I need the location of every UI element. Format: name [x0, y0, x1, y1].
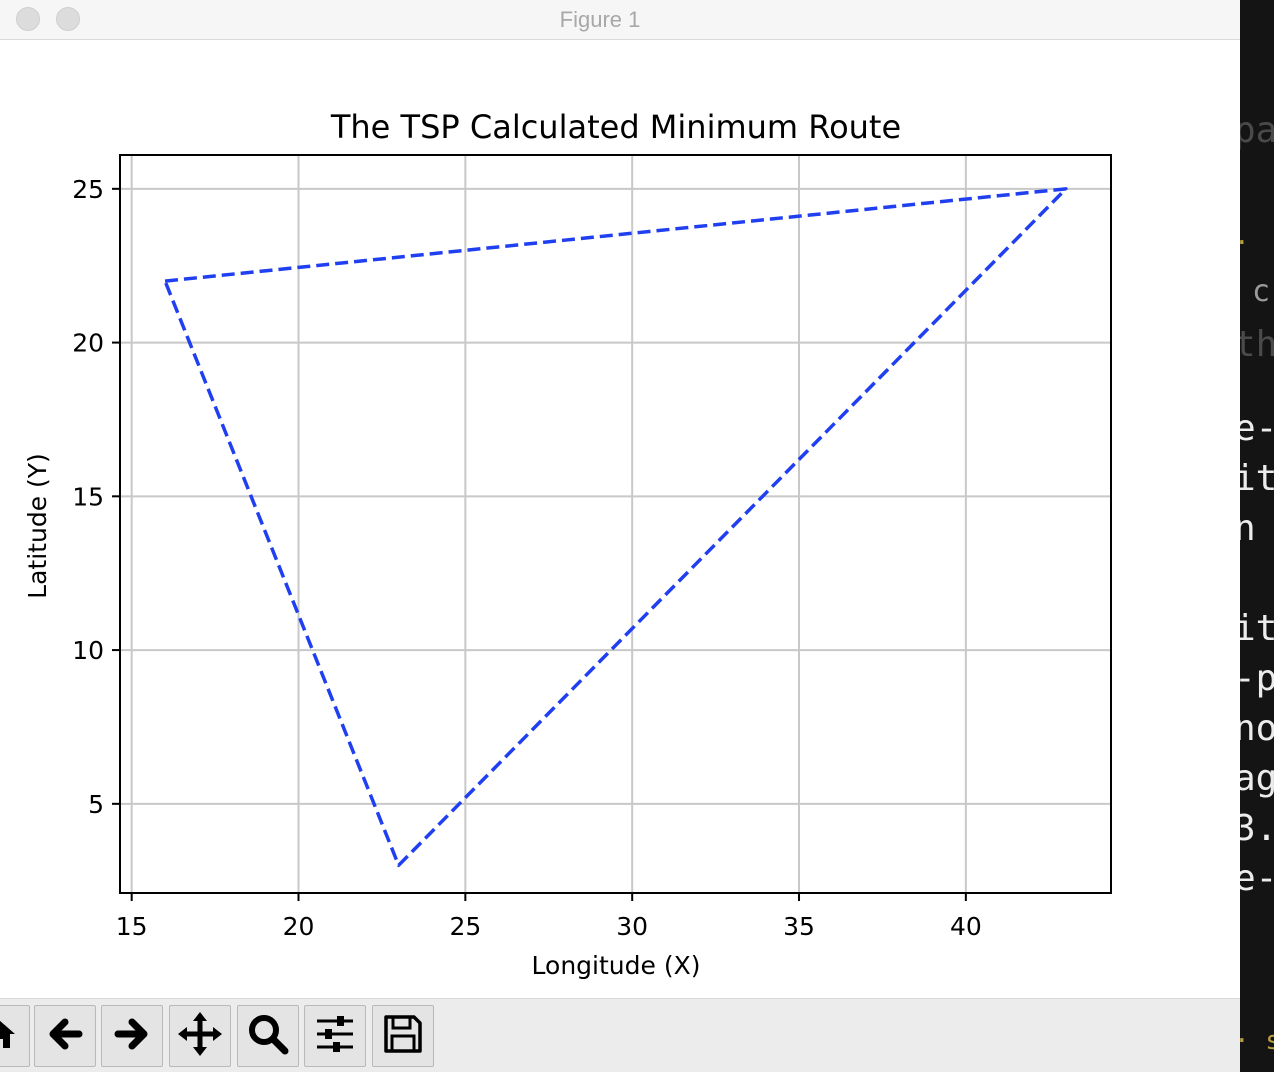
- terminal-line: -p: [1240, 658, 1274, 699]
- window-title: Figure 1: [559, 7, 641, 32]
- figure-window: Figure 1 15 20 25 30 35 40 5 10 15 20 25 The TSP C…: [0, 0, 1240, 1072]
- y-tick-label: 15: [72, 482, 104, 511]
- arrow-left-icon: [43, 1012, 87, 1060]
- navigation-toolbar: [0, 998, 1240, 1072]
- terminal-line: it: [1240, 458, 1274, 499]
- terminal-line: n: [1240, 508, 1256, 549]
- x-tick-label: 20: [283, 912, 315, 941]
- y-tick-label: 25: [72, 175, 104, 204]
- route-line: [163, 187, 1068, 868]
- terminal-line: pa: [1240, 110, 1274, 151]
- minimize-window-button[interactable]: [56, 7, 80, 31]
- axis-ticks: 15 20 25 30 35 40 5 10 15 20 25: [72, 175, 982, 941]
- move-icon: [176, 1010, 224, 1062]
- magnifier-icon: [245, 1011, 291, 1061]
- save-button[interactable]: [372, 1005, 434, 1067]
- x-tick-label: 40: [950, 912, 982, 941]
- x-tick-label: 25: [449, 912, 481, 941]
- terminal-line: it: [1240, 608, 1274, 649]
- chart: 15 20 25 30 35 40 5 10 15 20 25 The TSP Calculated…: [23, 108, 1112, 980]
- chart-title: The TSP Calculated Minimum Route: [330, 108, 901, 146]
- terminal-line: no: [1240, 708, 1274, 749]
- terminal-line: e-: [1240, 408, 1274, 449]
- route-series-line: [163, 187, 1068, 868]
- y-tick-label: 20: [72, 329, 104, 358]
- terminal-line: ·: [1240, 228, 1250, 258]
- pan-button[interactable]: [169, 1005, 231, 1067]
- terminal-window: pa c th e- it n it -p no ag 3. e- · · s: [1240, 0, 1274, 1072]
- terminal-line: 3.: [1240, 808, 1274, 849]
- x-tick-label: 15: [116, 912, 148, 941]
- y-axis-label: Latitude (Y): [23, 453, 52, 599]
- back-button[interactable]: [34, 1005, 96, 1067]
- home-icon: [0, 1014, 19, 1058]
- home-button[interactable]: [0, 1005, 30, 1067]
- terminal-line: c: [1252, 274, 1271, 309]
- grid-lines: [120, 155, 1111, 893]
- forward-button[interactable]: [101, 1005, 163, 1067]
- configure-subplots-button[interactable]: [304, 1005, 366, 1067]
- figure-canvas: 15 20 25 30 35 40 5 10 15 20 25 The TSP Calculated…: [0, 40, 1240, 998]
- title-bar: Figure 1: [0, 0, 1240, 40]
- terminal-line: ag: [1240, 758, 1274, 799]
- y-tick-label: 5: [88, 790, 104, 819]
- zoom-button[interactable]: [237, 1005, 299, 1067]
- x-tick-label: 35: [783, 912, 815, 941]
- terminal-line: e-: [1240, 858, 1274, 899]
- terminal-line: th: [1240, 324, 1274, 365]
- floppy-disk-icon: [381, 1012, 425, 1060]
- arrow-right-icon: [110, 1012, 154, 1060]
- y-tick-label: 10: [72, 636, 104, 665]
- sliders-icon: [313, 1012, 357, 1060]
- x-axis-label: Longitude (X): [532, 951, 701, 980]
- axes-frame: [119, 154, 1112, 894]
- close-window-button[interactable]: [16, 7, 40, 31]
- x-tick-label: 30: [616, 912, 648, 941]
- terminal-line: · s: [1240, 1026, 1274, 1056]
